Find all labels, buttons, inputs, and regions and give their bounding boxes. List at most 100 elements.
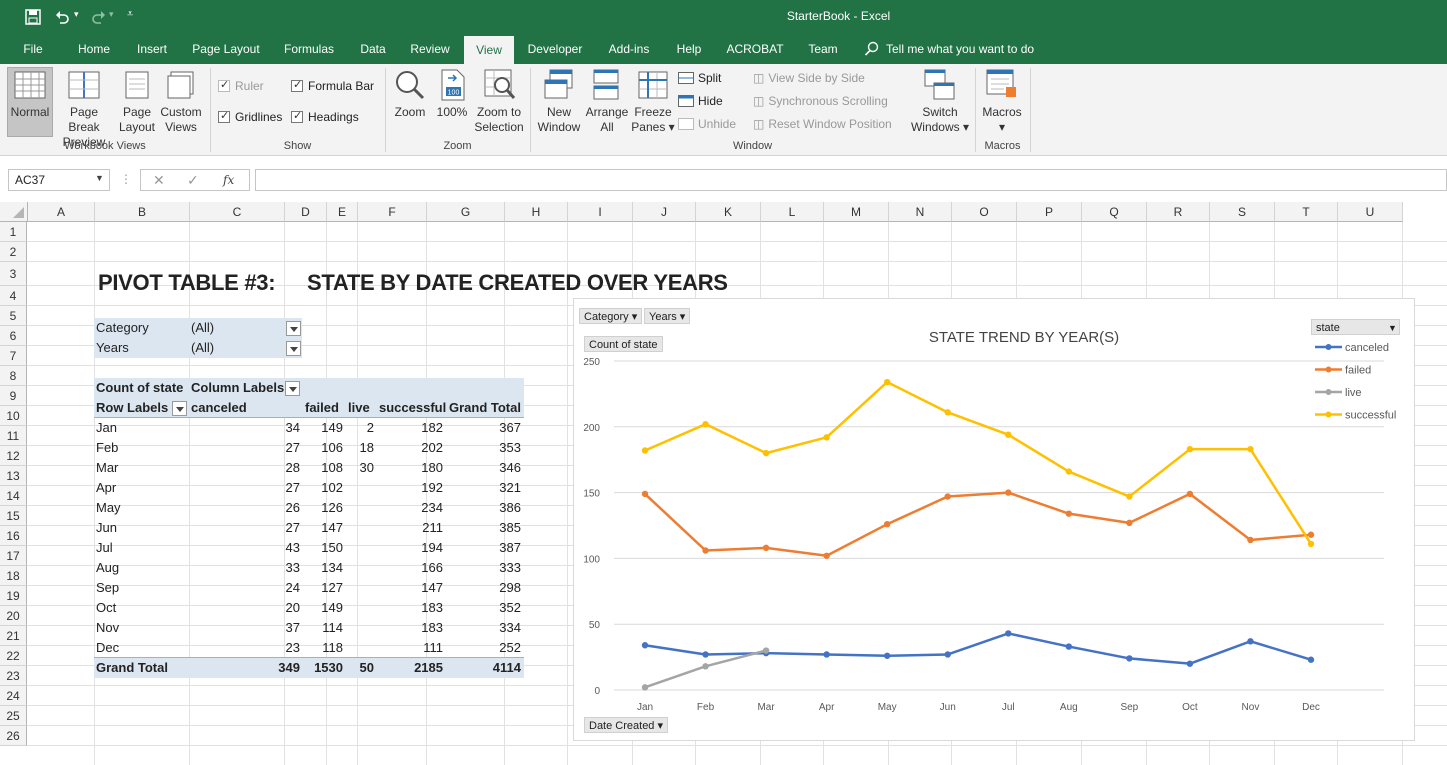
row-header-15[interactable]: 15: [0, 506, 27, 526]
tab-file[interactable]: File: [23, 42, 43, 56]
column-header-b[interactable]: B: [95, 202, 190, 222]
column-header-u[interactable]: U: [1338, 202, 1403, 222]
tab-add-ins[interactable]: Add-ins: [608, 42, 650, 56]
tell-me-input[interactable]: Tell me what you want to do: [886, 42, 1035, 56]
row-header-22[interactable]: 22: [0, 646, 27, 666]
column-header-a[interactable]: A: [28, 202, 95, 222]
row-header-5[interactable]: 5: [0, 306, 27, 326]
arrange-all-button[interactable]: Arrange All: [584, 105, 630, 135]
formula-bar-checkbox[interactable]: Formula Bar: [291, 78, 374, 93]
column-labels-filter-icon[interactable]: [285, 381, 300, 396]
row-header-10[interactable]: 10: [0, 406, 27, 426]
pivot-chart[interactable]: Category ▾ Years ▾ Count of state STATE …: [573, 298, 1415, 741]
chart-years-filter-button[interactable]: Years ▾: [644, 308, 691, 324]
column-header-r[interactable]: R: [1147, 202, 1210, 222]
row-header-7[interactable]: 7: [0, 346, 27, 366]
split-button[interactable]: Split: [678, 71, 721, 85]
tab-insert[interactable]: Insert: [136, 42, 167, 56]
chart-axis-field-button[interactable]: Date Created ▾: [584, 717, 669, 733]
new-window-button[interactable]: New Window: [534, 105, 584, 135]
tab-team[interactable]: Team: [808, 42, 838, 56]
name-box-dropdown-icon[interactable]: ▼: [95, 173, 104, 183]
gridlines-checkbox[interactable]: Gridlines: [218, 109, 282, 124]
switch-windows-button[interactable]: Switch Windows ▾: [908, 105, 972, 135]
row-header-6[interactable]: 6: [0, 326, 27, 346]
column-header-d[interactable]: D: [285, 202, 327, 222]
tab-help[interactable]: Help: [676, 42, 702, 56]
custom-views-button[interactable]: Custom Views: [158, 105, 204, 135]
filter-years-dropdown-icon[interactable]: [286, 341, 301, 356]
row-header-12[interactable]: 12: [0, 446, 27, 466]
row-header-9[interactable]: 9: [0, 386, 27, 406]
headings-checkbox[interactable]: Headings: [291, 109, 359, 124]
tab-developer[interactable]: Developer: [527, 42, 583, 56]
select-all-corner[interactable]: [0, 202, 28, 222]
zoom-button[interactable]: Zoom: [394, 105, 426, 119]
row-header-14[interactable]: 14: [0, 486, 27, 506]
insert-function-icon[interactable]: fx: [223, 173, 235, 187]
row-header-23[interactable]: 23: [0, 666, 27, 686]
row-header-4[interactable]: 4: [0, 286, 27, 306]
row-header-24[interactable]: 24: [0, 686, 27, 706]
name-box[interactable]: AC37 ▼: [8, 169, 110, 191]
tab-formulas[interactable]: Formulas: [283, 42, 334, 56]
row-header-21[interactable]: 21: [0, 626, 27, 646]
row-header-11[interactable]: 11: [0, 426, 27, 446]
column-header-m[interactable]: M: [824, 202, 889, 222]
column-header-t[interactable]: T: [1275, 202, 1338, 222]
tab-page-layout[interactable]: Page Layout: [192, 42, 260, 56]
macros-button[interactable]: Macros ▾: [978, 105, 1026, 135]
row-labels-filter-icon[interactable]: [172, 401, 187, 416]
formula-input[interactable]: [255, 169, 1447, 191]
zoom-100-button[interactable]: 100%: [436, 105, 468, 119]
column-header-n[interactable]: N: [889, 202, 952, 222]
column-header-h[interactable]: H: [505, 202, 568, 222]
row-header-13[interactable]: 13: [0, 466, 27, 486]
column-header-p[interactable]: P: [1017, 202, 1082, 222]
row-header-2[interactable]: 2: [0, 242, 27, 262]
row-header-25[interactable]: 25: [0, 706, 27, 726]
column-header-j[interactable]: J: [633, 202, 696, 222]
row-header-3[interactable]: 3: [0, 262, 27, 286]
column-header-f[interactable]: F: [358, 202, 427, 222]
column-header-l[interactable]: L: [761, 202, 824, 222]
column-header-s[interactable]: S: [1210, 202, 1275, 222]
row-header-19[interactable]: 19: [0, 586, 27, 606]
undo-icon[interactable]: [55, 9, 71, 25]
filter-category-dropdown-icon[interactable]: [286, 321, 301, 336]
chart-category-filter-button[interactable]: Category ▾: [579, 308, 643, 324]
customize-qat-icon[interactable]: ⩡: [127, 8, 134, 20]
column-header-o[interactable]: O: [952, 202, 1017, 222]
tab-review[interactable]: Review: [410, 42, 450, 56]
hide-button[interactable]: Hide: [678, 94, 723, 108]
column-header-k[interactable]: K: [696, 202, 761, 222]
freeze-panes-button[interactable]: Freeze Panes ▾: [628, 105, 678, 135]
page-layout-button[interactable]: Page Layout: [116, 105, 158, 135]
row-header-17[interactable]: 17: [0, 546, 27, 566]
column-header-e[interactable]: E: [327, 202, 358, 222]
row-header-1[interactable]: 1: [0, 222, 27, 242]
enter-icon[interactable]: ✓: [187, 172, 199, 188]
zoom-to-selection-button[interactable]: Zoom to Selection: [472, 105, 526, 135]
column-header-i[interactable]: I: [568, 202, 633, 222]
tab-acrobat[interactable]: ACROBAT: [726, 42, 784, 56]
chart-values-field-button[interactable]: Count of state: [584, 336, 663, 352]
tab-data[interactable]: Data: [360, 42, 386, 56]
row-header-16[interactable]: 16: [0, 526, 27, 546]
cancel-icon[interactable]: ✕: [153, 172, 165, 188]
data-point-successful: [823, 434, 830, 441]
row-header-20[interactable]: 20: [0, 606, 27, 626]
column-header-c[interactable]: C: [190, 202, 285, 222]
row-header-18[interactable]: 18: [0, 566, 27, 586]
undo-dropdown-icon[interactable]: ▾: [74, 9, 79, 19]
column-header-q[interactable]: Q: [1082, 202, 1147, 222]
column-header-g[interactable]: G: [427, 202, 505, 222]
row-header-26[interactable]: 26: [0, 726, 27, 746]
save-icon[interactable]: [25, 9, 41, 25]
page-break-preview-button[interactable]: Page Break Preview: [54, 105, 114, 150]
chart-legend-filter-button[interactable]: state ▼: [1311, 319, 1400, 335]
row-header-8[interactable]: 8: [0, 366, 27, 386]
tab-view[interactable]: View: [464, 36, 514, 64]
tab-home[interactable]: Home: [77, 42, 110, 56]
